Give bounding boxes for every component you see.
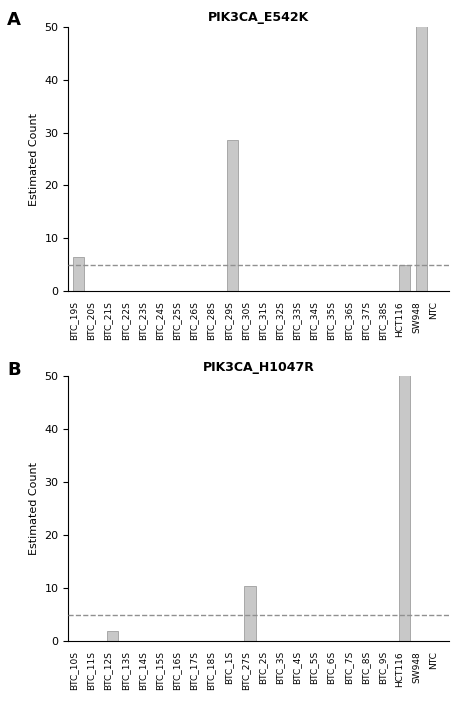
Title: PIK3CA_E542K: PIK3CA_E542K (207, 11, 308, 24)
Bar (73, 257, 84, 292)
Bar (227, 140, 238, 292)
Bar (398, 0, 409, 641)
Text: A: A (7, 11, 21, 29)
Y-axis label: Estimated Count: Estimated Count (28, 463, 39, 555)
Bar (244, 585, 255, 641)
Text: B: B (7, 360, 21, 379)
Bar (398, 265, 409, 292)
Y-axis label: Estimated Count: Estimated Count (28, 113, 39, 205)
Bar (107, 631, 118, 641)
Bar (415, 0, 426, 292)
Title: PIK3CA_H1047R: PIK3CA_H1047R (202, 361, 314, 374)
